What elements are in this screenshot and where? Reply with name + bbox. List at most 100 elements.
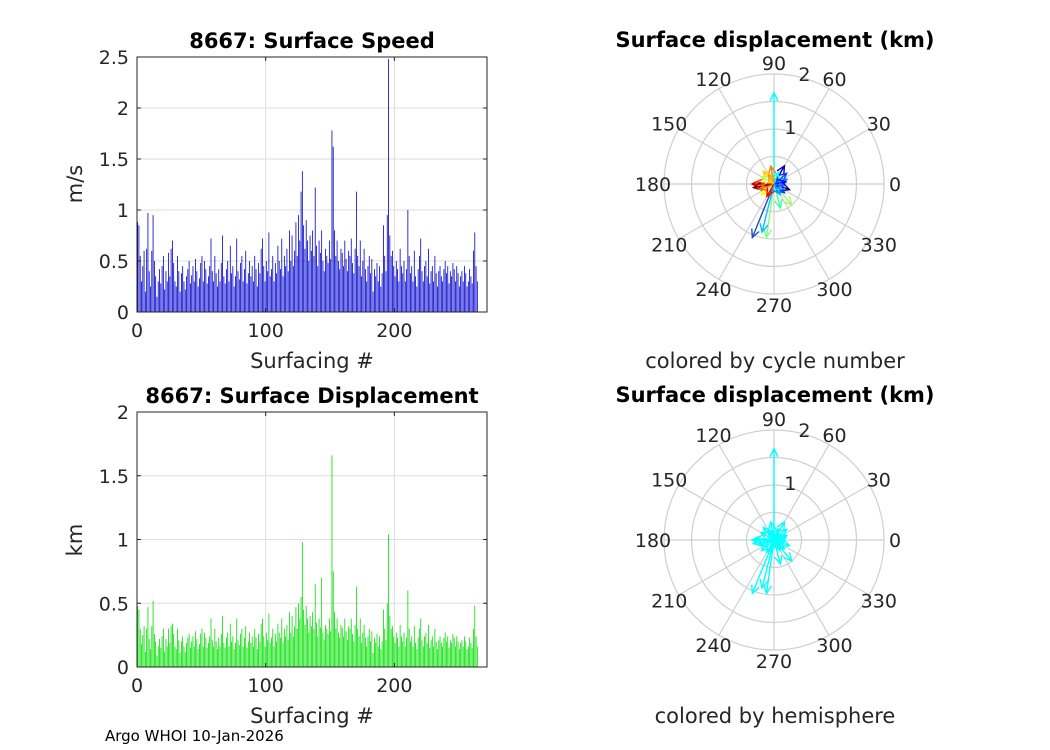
displacement-bar — [372, 652, 374, 667]
speed-bar — [453, 269, 455, 312]
polar-hemisphere-vector — [766, 539, 775, 553]
displacement-bar — [401, 636, 402, 667]
speed-bar — [303, 225, 305, 312]
polar-cycle-vector-head — [763, 228, 773, 239]
displacement-bar — [205, 637, 207, 667]
displacement-bar — [300, 596, 302, 668]
displacement-bar — [153, 633, 155, 667]
polar-hemisphere-angle-label: 240 — [695, 635, 731, 657]
speed-bar — [439, 266, 441, 312]
polar-cycle-range-label: 2 — [798, 64, 810, 86]
polar-hemisphere-angle-label: 150 — [651, 470, 687, 492]
displacement-bar — [155, 641, 157, 667]
speed-bar — [244, 269, 245, 312]
displacement-bar — [259, 641, 261, 667]
speed-bar — [242, 281, 244, 312]
displacement-bar — [434, 628, 436, 667]
polar-cycle-vector-head — [772, 185, 781, 196]
speed-bar — [350, 238, 352, 312]
speed-bar — [470, 276, 472, 312]
speed-bar — [346, 271, 348, 312]
displacement-bar — [313, 628, 315, 667]
displacement-bar — [309, 616, 311, 667]
polar-hemisphere-spoke — [678, 539, 775, 596]
displacement-bar — [354, 624, 356, 667]
speed-bar — [187, 269, 189, 312]
speed-bar — [174, 281, 176, 312]
speed-bar — [344, 240, 346, 312]
displacement-bar — [471, 647, 473, 668]
speed-bar — [255, 269, 257, 312]
displacement-ytick-label: 0 — [117, 657, 129, 679]
speed-bar — [398, 281, 400, 312]
displacement-bar — [292, 636, 294, 667]
polar-hemisphere-spoke — [773, 484, 870, 541]
polar-hemisphere-spoke — [678, 484, 775, 541]
speed-bar — [469, 269, 471, 312]
displacement-bar — [370, 641, 371, 667]
displacement-bar — [195, 631, 196, 667]
displacement-bar — [404, 646, 406, 667]
speed-bar — [253, 281, 254, 312]
polar-hemisphere-vector-head — [763, 584, 773, 595]
speed-bar — [451, 276, 453, 312]
displacement-bar — [443, 637, 445, 667]
speed-bar — [152, 215, 154, 312]
speed-bar — [156, 296, 158, 312]
speed-bar — [211, 271, 213, 312]
speed-bar — [440, 276, 442, 312]
displacement-bar — [376, 633, 378, 667]
polar-hemisphere-angle-label: 120 — [695, 425, 731, 447]
polar-cycle-vector — [754, 181, 775, 185]
speed-bar — [327, 263, 329, 312]
speed-bar — [408, 255, 410, 312]
displacement-bar — [190, 647, 191, 668]
polar-cycle-vector-head — [769, 91, 779, 102]
displacement-bar — [444, 632, 446, 667]
speed-bar — [210, 238, 212, 312]
polar-cycle-range-label: 1 — [784, 117, 796, 139]
displacement-bar — [424, 636, 425, 667]
displacement-bar — [208, 642, 209, 667]
displacement-bar — [188, 633, 190, 667]
speed-bar — [249, 261, 250, 312]
displacement-bar — [412, 646, 414, 667]
polar-cycle-vector-head — [759, 223, 769, 234]
displacement-bar — [246, 647, 248, 668]
polar-cycle-vector-head — [783, 196, 793, 207]
polar-cycle-spoke — [718, 88, 775, 185]
speed-bar — [229, 245, 231, 312]
speed-bar — [390, 255, 392, 312]
speed-bar — [182, 266, 184, 312]
polar-hemisphere-caption: colored by hemisphere — [655, 704, 896, 728]
displacement-bar — [226, 637, 227, 667]
polar-cycle-vector — [751, 183, 775, 238]
displacement-bar — [462, 646, 464, 667]
speed-bar — [153, 261, 155, 312]
polar-hemisphere-vector-head — [766, 543, 775, 554]
polar-cycle-vector-head — [767, 164, 777, 175]
speed-bar — [224, 283, 226, 312]
displacement-bar — [340, 624, 342, 667]
speed-bar — [442, 281, 444, 312]
displacement-bar — [384, 628, 386, 667]
displacement-bar — [336, 618, 338, 667]
speed-bar — [291, 235, 293, 312]
speed-bar — [169, 276, 171, 312]
speed-bar — [209, 266, 211, 312]
polar-cycle-vector-head — [758, 182, 769, 191]
polar-hemisphere-vector — [761, 539, 775, 589]
speed-bar — [392, 250, 393, 312]
speed-bar — [219, 281, 221, 312]
displacement-bar — [359, 618, 361, 667]
displacement-bar — [398, 646, 400, 667]
displacement-bar — [319, 627, 321, 667]
displacement-bar — [186, 642, 187, 667]
polar-hemisphere-vector-head — [774, 535, 786, 545]
displacement-xtick-label: 0 — [131, 675, 143, 697]
displacement-bar — [168, 628, 169, 667]
displacement-bar — [476, 646, 478, 667]
displacement-bar — [197, 649, 199, 667]
speed-bar — [433, 281, 434, 312]
